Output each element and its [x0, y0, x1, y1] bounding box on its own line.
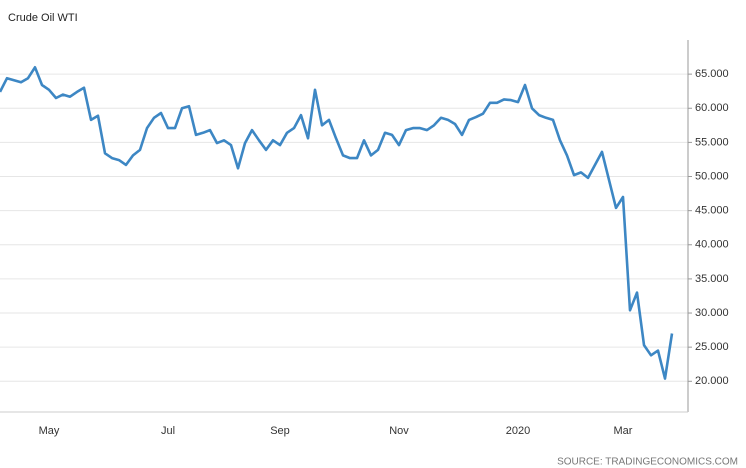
x-tick-label: Jul: [161, 425, 175, 437]
y-tick-label: 55.000: [695, 136, 729, 148]
chart-title: Crude Oil WTI: [8, 12, 78, 24]
x-tick-label: Sep: [270, 425, 290, 437]
x-tick-label: May: [39, 425, 60, 437]
y-tick-label: 35.000: [695, 273, 729, 285]
y-tick-label: 20.000: [695, 375, 729, 387]
y-tick-label: 25.000: [695, 341, 729, 353]
y-tick-label: 45.000: [695, 205, 729, 217]
x-tick-label: Mar: [614, 425, 633, 437]
y-tick-label: 50.000: [695, 170, 729, 182]
y-tick-label: 30.000: [695, 307, 729, 319]
x-tick-label: Nov: [389, 425, 409, 437]
y-tick-label: 60.000: [695, 102, 729, 114]
line-series: [0, 66, 674, 380]
y-tick-label: 40.000: [695, 239, 729, 251]
x-tick-label: 2020: [506, 425, 530, 437]
y-tick-label: 65.000: [695, 68, 729, 80]
source: SOURCE: TRADINGECONOMICS.COM: [557, 457, 738, 468]
